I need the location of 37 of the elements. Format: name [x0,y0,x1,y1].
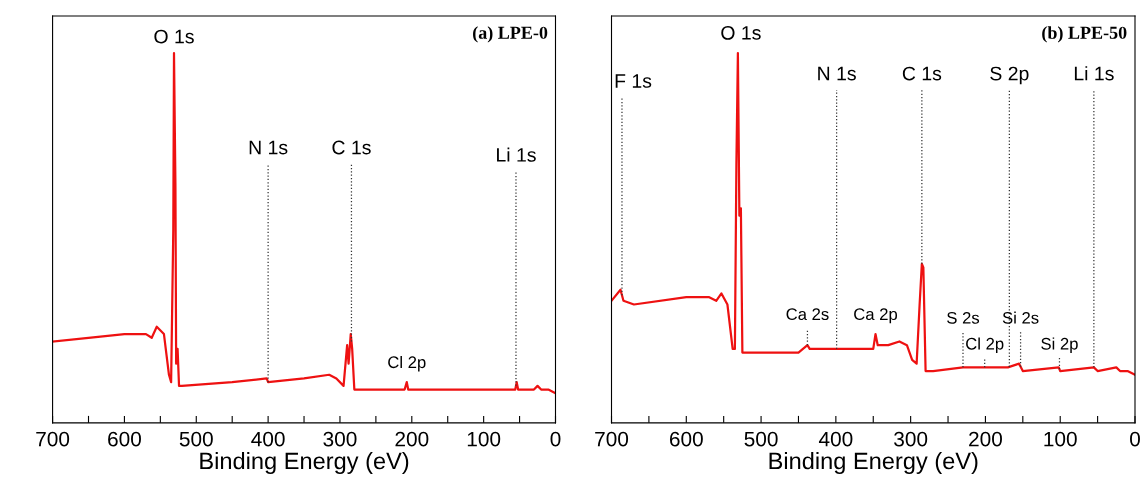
x-tick-label: 300 [894,431,928,447]
x-tick-label: 400 [251,431,285,447]
ref-line-label: C 1s [902,66,942,81]
ref-line-label: Li 1s [1074,66,1114,81]
chart-title: (b) LPE-50 [1042,26,1127,43]
ref-line-label: S 2s [947,311,980,324]
ref-line-label: Si 2s [1002,311,1039,324]
x-tick-label: 0 [550,431,561,447]
x-axis-title: Binding Energy (eV) [769,451,978,474]
x-tick-label: 700 [36,431,70,447]
chart-title: (a) LPE-0 [473,26,548,43]
ref-line-label: C 1s [332,140,371,155]
text: O 1s [154,29,194,44]
x-tick-label: 300 [323,431,357,447]
x-tick-label: 600 [108,431,141,447]
x-tick-label: 0 [1130,431,1140,447]
ref-line-label: F 1s [615,74,652,88]
x-tick-label: 700 [595,431,629,447]
x-tick-label: 200 [969,431,1002,447]
ref-line-label: Ca 2s [786,308,829,321]
ref-line-label: N 1s [249,140,288,155]
text: O 1s [721,25,761,40]
x-tick-label: 100 [1044,431,1077,447]
annotation: Ca 2p [854,308,898,324]
ref-line-label: Cl 2p [966,337,1004,353]
x-tick-label: 500 [179,431,213,447]
ref-line-label: Li 1s [497,147,536,162]
ref-line-label: Si 2p [1041,337,1078,353]
x-tick-label: 600 [669,431,703,447]
annotation: Cl 2p [388,355,426,372]
x-tick-label: 500 [744,431,778,447]
ref-line-label: N 1s [818,66,856,81]
x-axis-title: Binding Energy (eV) [200,451,409,474]
x-tick-label: 200 [395,431,429,447]
ref-line-label: S 2p [990,66,1029,85]
x-tick-label: 400 [818,431,853,447]
x-tick-label: 100 [467,431,501,447]
